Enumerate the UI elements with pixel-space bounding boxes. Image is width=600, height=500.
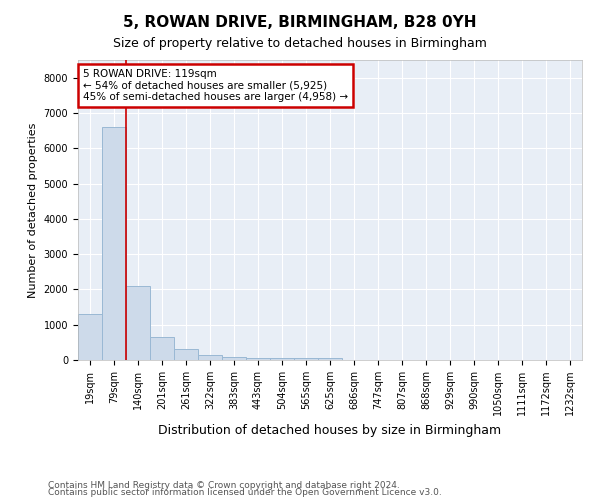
Bar [270,358,294,360]
Text: Contains public sector information licensed under the Open Government Licence v3: Contains public sector information licen… [48,488,442,497]
Bar [174,350,198,360]
Bar [222,357,246,360]
X-axis label: Distribution of detached houses by size in Birmingham: Distribution of detached houses by size … [158,424,502,436]
Bar [294,358,318,360]
Bar [78,314,102,360]
Text: 5, ROWAN DRIVE, BIRMINGHAM, B28 0YH: 5, ROWAN DRIVE, BIRMINGHAM, B28 0YH [123,15,477,30]
Bar [126,286,150,360]
Bar [198,356,222,360]
Text: Size of property relative to detached houses in Birmingham: Size of property relative to detached ho… [113,38,487,51]
Text: 5 ROWAN DRIVE: 119sqm
← 54% of detached houses are smaller (5,925)
45% of semi-d: 5 ROWAN DRIVE: 119sqm ← 54% of detached … [83,69,348,102]
Text: Contains HM Land Registry data © Crown copyright and database right 2024.: Contains HM Land Registry data © Crown c… [48,480,400,490]
Bar [150,337,174,360]
Bar [246,358,270,360]
Bar [318,358,342,360]
Y-axis label: Number of detached properties: Number of detached properties [28,122,38,298]
Bar [102,127,126,360]
